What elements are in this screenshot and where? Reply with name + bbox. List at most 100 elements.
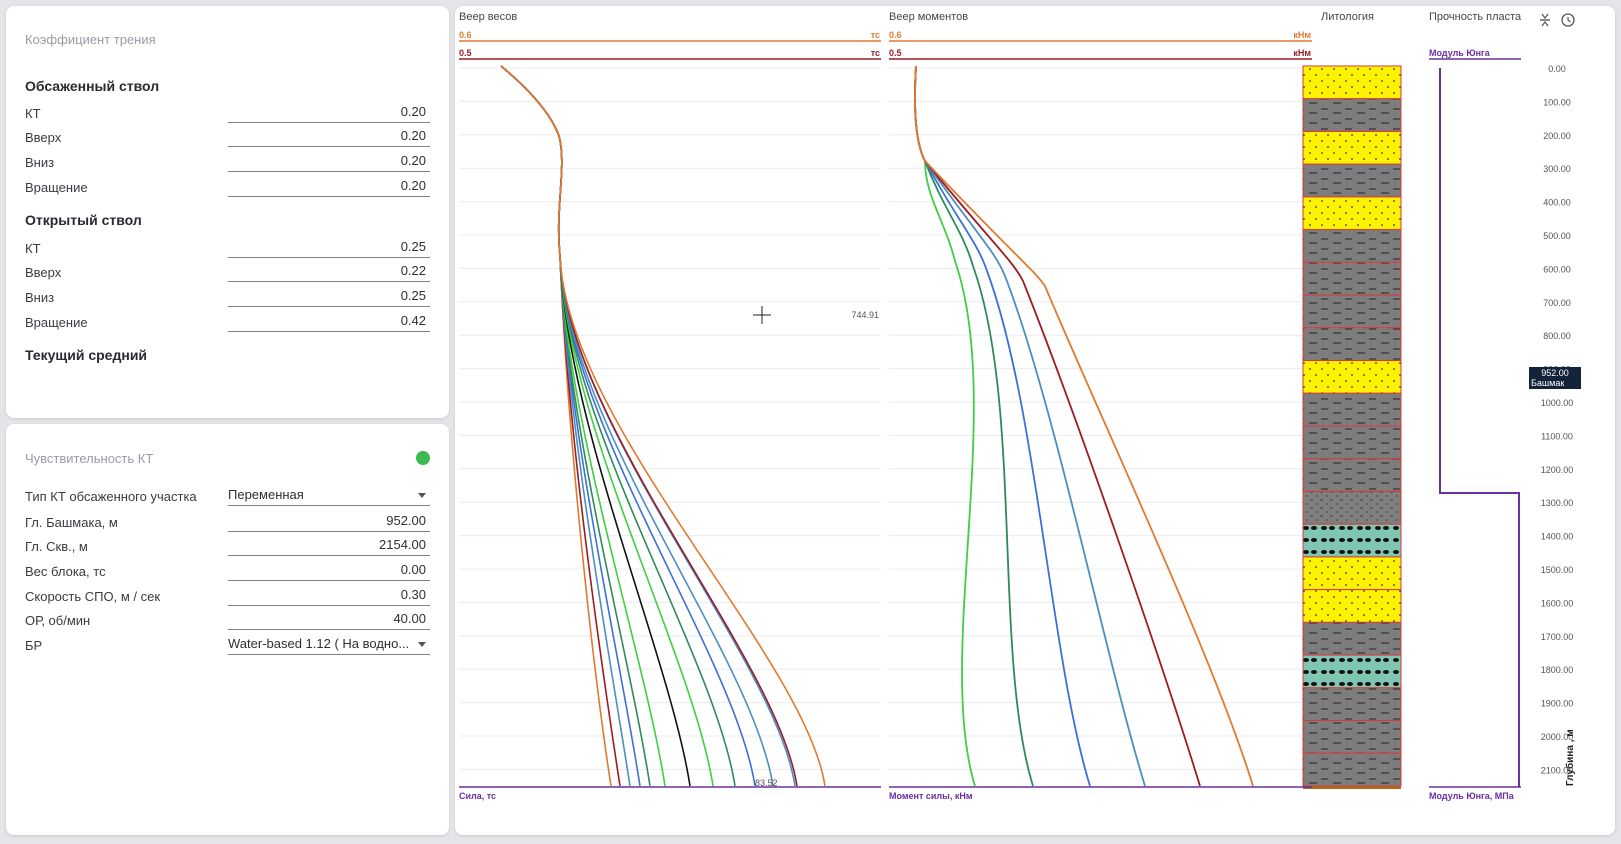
block-weight-input[interactable]: 0.00 <box>228 560 430 581</box>
depth-tick-label: 400.00 <box>1543 198 1571 208</box>
lithology-layer-shale <box>1302 392 1402 427</box>
lithology-layer-sand <box>1302 65 1402 100</box>
depth-tick-label: 0.00 <box>1548 64 1566 74</box>
depth-tick-label: 1600.00 <box>1541 598 1574 608</box>
moments-bottom-label: Момент силы, кНм <box>889 791 973 801</box>
depth-tick-label: 1400.00 <box>1541 532 1574 542</box>
depth-tick-label: 1100.00 <box>1541 431 1573 441</box>
param-label: Скорость СПО, м / сек <box>25 589 161 604</box>
depth-tick-label: 700.00 <box>1543 298 1571 308</box>
trip-speed-input[interactable]: 0.30 <box>228 585 430 606</box>
lithology-layer-sand <box>1302 196 1402 231</box>
well-depth-input[interactable]: 2154.00 <box>228 535 430 556</box>
cased-row-value[interactable]: 0.20 <box>228 151 430 172</box>
depth-tick-label: 500.00 <box>1543 231 1571 241</box>
depth-tick-label: 2100.00 <box>1541 765 1574 775</box>
status-indicator[interactable] <box>416 451 430 465</box>
depth-tick-label: 1200.00 <box>1541 465 1574 475</box>
caret-down-icon <box>418 493 426 498</box>
shoe-marker-value: 952.00 <box>1541 368 1569 378</box>
lithology-layer-silt <box>1302 490 1402 525</box>
depth-tick-label: 1500.00 <box>1541 565 1574 575</box>
shoe-depth-input[interactable]: 952.00 <box>228 511 430 532</box>
cased-row-value[interactable]: 0.20 <box>228 126 430 147</box>
depth-tick-label: 100.00 <box>1543 97 1571 107</box>
lithology-base <box>1303 786 1401 789</box>
lithology-title: Литология <box>1321 11 1374 23</box>
moments-scale-second-value: 0.5 <box>889 48 902 58</box>
param-label: ОР, об/мин <box>25 613 91 628</box>
cased-row-label: Вращение <box>25 180 88 195</box>
lithology-layer-shale <box>1302 752 1402 787</box>
depth-axis-ticks: 0.00 100.00 200.00 300.00 400.00 500.00 600.00… <box>1541 64 1574 775</box>
param-label: Вес блока, тс <box>25 564 106 579</box>
lithology-column <box>1302 65 1402 789</box>
cased-row-value[interactable]: 0.20 <box>228 176 430 197</box>
cased-row-value[interactable]: 0.20 <box>228 102 430 123</box>
lithology-layer-sand <box>1302 130 1402 165</box>
param-label: БР <box>25 638 43 653</box>
open-row-value[interactable]: 0.42 <box>228 311 430 332</box>
current-average-title: Текущий средний <box>25 347 148 363</box>
cased-row-label: Вверх <box>25 130 62 145</box>
depth-tick-label: 1300.00 <box>1541 498 1574 508</box>
open-row-label: Вращение <box>25 315 88 330</box>
select-value: Water-based 1.12 ( На водно... <box>228 636 410 651</box>
lithology-layer-shale <box>1302 425 1402 460</box>
lithology-layer-shale <box>1302 261 1402 296</box>
weights-scale-second-unit: тс <box>871 48 880 58</box>
depth-axis-label: Глубина , м <box>1564 729 1576 786</box>
lithology-layer-shale <box>1302 163 1402 198</box>
lithology-layer-shale <box>1302 720 1402 754</box>
depth-tick-label: 1000.00 <box>1541 398 1574 408</box>
casing-ft-type-select[interactable]: Переменная <box>228 485 430 506</box>
moments-scale-top-unit: кНм <box>1293 30 1311 40</box>
weight-curve <box>500 65 631 787</box>
weight-curve <box>500 65 756 787</box>
lithology-layer-shale <box>1302 621 1402 656</box>
moment-curve <box>914 65 1201 787</box>
bottom-readout: 83.52 <box>755 778 778 788</box>
weights-scale-second-value: 0.5 <box>459 48 472 58</box>
param-label: Гл. Скв., м <box>25 539 88 554</box>
depth-tick-label: 800.00 <box>1543 331 1571 341</box>
open-row-value[interactable]: 0.22 <box>228 261 430 282</box>
param-label: Гл. Башмака, м <box>25 515 118 530</box>
chart-canvas[interactable]: Веер весов Веер моментов Литология Прочн… <box>455 6 1615 835</box>
mud-select[interactable]: Water-based 1.12 ( На водно... <box>228 634 430 655</box>
lithology-layer-shale <box>1302 229 1402 263</box>
cursor-readout: 744.91 <box>851 310 879 320</box>
lithology-layer-shale <box>1302 687 1402 722</box>
cased-hole-title: Обсаженный ствол <box>25 78 160 94</box>
caret-down-icon <box>418 642 426 647</box>
open-hole-title: Открытый ствол <box>25 212 142 228</box>
moment-curve <box>914 65 1254 787</box>
strength-bottom-label: Модуль Юнга, МПа <box>1429 791 1515 801</box>
chart-panel: Веер весов Веер моментов Литология Прочн… <box>455 6 1615 835</box>
lithology-layer-conglomerate <box>1302 654 1402 689</box>
depth-grid <box>459 67 1312 770</box>
collapse-icon[interactable] <box>1540 13 1550 27</box>
open-row-value[interactable]: 0.25 <box>228 286 430 307</box>
rpm-input[interactable]: 40.00 <box>228 609 430 630</box>
shoe-marker-label: Башмак <box>1531 378 1564 388</box>
young-modulus-profile <box>1439 68 1520 787</box>
sensitivity-panel: Чувствительность КТ Тип КТ обсаженного у… <box>6 424 449 835</box>
weights-bottom-label: Сила, тс <box>459 791 496 801</box>
depth-tick-label: 1700.00 <box>1541 632 1574 642</box>
weights-title: Веер весов <box>459 11 517 23</box>
lithology-layer-sand <box>1302 589 1402 623</box>
lithology-layer-shale <box>1302 458 1402 492</box>
friction-title: Коэффициент трения <box>25 32 156 47</box>
clock-icon[interactable] <box>1561 13 1575 27</box>
friction-panel: Коэффициент трения Обсаженный ствол КТ 0… <box>6 6 449 418</box>
select-value: Переменная <box>228 487 304 502</box>
crosshair-cursor <box>753 306 771 324</box>
depth-tick-label: 1800.00 <box>1541 665 1574 675</box>
weight-curve <box>500 65 666 787</box>
sensitivity-title: Чувствительность КТ <box>25 451 154 466</box>
cased-row-label: Вниз <box>25 155 55 170</box>
lithology-layer-conglomerate <box>1302 523 1402 558</box>
open-row-value[interactable]: 0.25 <box>228 237 430 258</box>
depth-tick-label: 1900.00 <box>1541 699 1574 709</box>
